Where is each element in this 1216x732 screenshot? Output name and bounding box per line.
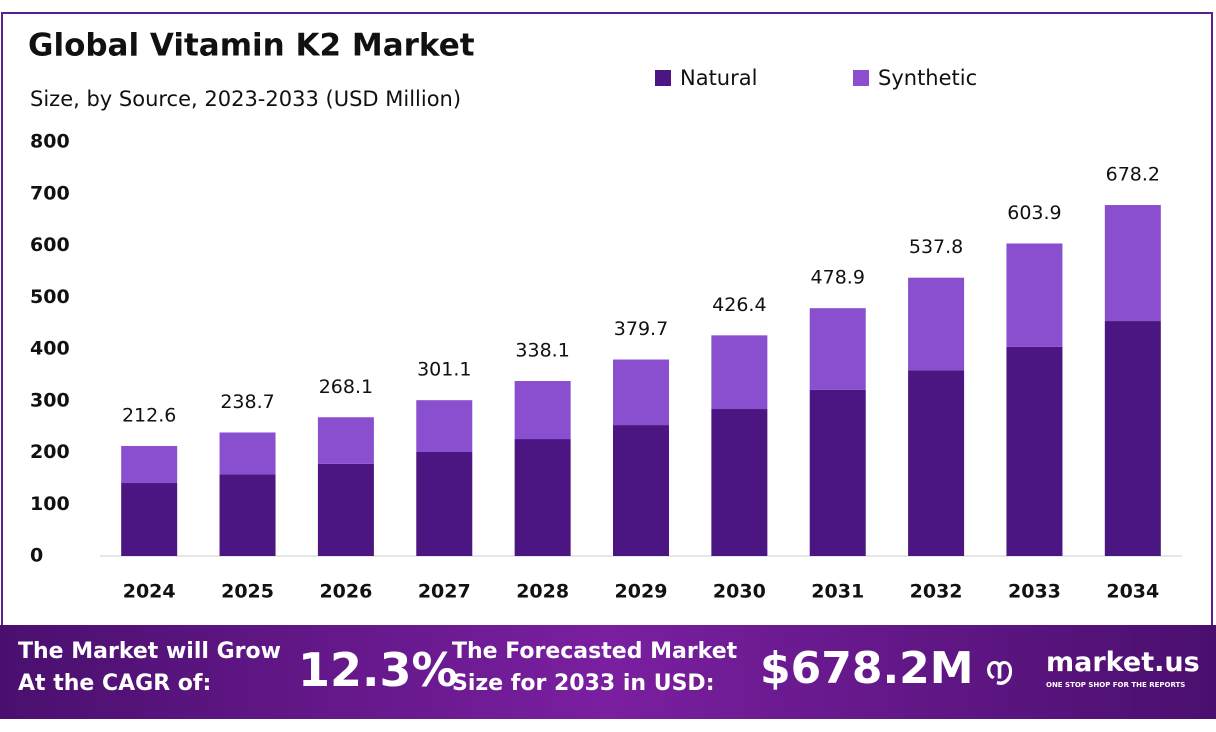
y-tick-label: 100 bbox=[30, 493, 70, 515]
legend-label: Synthetic bbox=[878, 66, 977, 90]
bar-segment bbox=[908, 370, 965, 556]
total-label: 268.1 bbox=[319, 376, 373, 398]
total-label: 537.8 bbox=[909, 236, 963, 258]
x-tick-label: 2029 bbox=[615, 581, 668, 603]
cagr-value: 12.3% bbox=[298, 643, 458, 697]
chart-subtitle: Size, by Source, 2023-2033 (USD Million) bbox=[30, 87, 461, 111]
bar-segment bbox=[219, 432, 276, 475]
x-tick-label: 2024 bbox=[123, 581, 176, 603]
bar-segment bbox=[1104, 321, 1161, 556]
y-tick-label: 200 bbox=[30, 441, 70, 463]
bar-segment bbox=[1006, 346, 1063, 556]
y-tick-label: 500 bbox=[30, 286, 70, 308]
banner: The Market will Grow At the CAGR of: 12.… bbox=[0, 625, 1216, 719]
brand: market.us bbox=[1046, 647, 1200, 678]
legend-swatch bbox=[655, 70, 671, 86]
y-tick-label: 700 bbox=[30, 182, 70, 204]
chart-title: Global Vitamin K2 Market bbox=[28, 28, 475, 64]
bar-segment bbox=[514, 439, 571, 556]
bar-segment bbox=[613, 359, 669, 426]
x-tick-label: 2030 bbox=[713, 581, 766, 603]
bar-segment bbox=[121, 483, 178, 556]
bar-segment bbox=[908, 277, 965, 371]
y-tick-label: 400 bbox=[30, 338, 70, 360]
x-tick-label: 2028 bbox=[516, 581, 569, 603]
x-tick-label: 2026 bbox=[319, 581, 372, 603]
bar-segment bbox=[613, 425, 669, 556]
bar-segment bbox=[1006, 243, 1063, 347]
bar-segment bbox=[711, 409, 768, 556]
logo-icon: ൱ bbox=[985, 651, 1012, 686]
y-tick-label: 300 bbox=[30, 389, 70, 411]
bar-segment bbox=[416, 400, 473, 452]
y-tick-label: 0 bbox=[30, 545, 43, 567]
x-tick-label: 2027 bbox=[418, 581, 471, 603]
x-tick-label: 2032 bbox=[910, 581, 963, 603]
legend-swatch bbox=[853, 70, 869, 86]
bar-segment bbox=[317, 463, 374, 556]
bar-segment bbox=[317, 417, 374, 464]
y-tick-label: 600 bbox=[30, 234, 70, 256]
bar-segment bbox=[809, 389, 866, 556]
bar-segment bbox=[514, 381, 571, 440]
total-label: 338.1 bbox=[515, 340, 569, 362]
total-label: 603.9 bbox=[1007, 202, 1061, 224]
bar-segment bbox=[416, 451, 473, 556]
cagr-text: The Market will Grow bbox=[18, 639, 281, 664]
total-label: 212.6 bbox=[122, 404, 176, 426]
total-label: 379.7 bbox=[614, 318, 668, 340]
x-tick-label: 2025 bbox=[221, 581, 274, 603]
x-tick-label: 2033 bbox=[1008, 581, 1061, 603]
x-tick-label: 2031 bbox=[811, 581, 864, 603]
cagr-text: At the CAGR of: bbox=[18, 671, 212, 696]
total-label: 238.7 bbox=[220, 391, 274, 413]
bar-segment bbox=[121, 445, 178, 484]
bar-segment bbox=[1104, 205, 1161, 322]
bar-segment bbox=[711, 335, 768, 410]
legend-label: Natural bbox=[680, 66, 757, 90]
chart: Global Vitamin K2 Market Size, by Source… bbox=[28, 28, 1182, 603]
forecast-text: Size for 2033 in USD: bbox=[452, 671, 715, 696]
x-tick-label: 2034 bbox=[1106, 581, 1159, 603]
bar-segment bbox=[809, 308, 866, 390]
forecast-text: The Forecasted Market bbox=[452, 639, 738, 664]
y-tick-label: 800 bbox=[30, 131, 70, 153]
forecast-value: $678.2M bbox=[760, 643, 974, 694]
total-label: 678.2 bbox=[1106, 164, 1160, 186]
total-label: 301.1 bbox=[417, 359, 471, 381]
tagline: ONE STOP SHOP FOR THE REPORTS bbox=[1046, 681, 1186, 689]
total-label: 478.9 bbox=[811, 267, 865, 289]
total-label: 426.4 bbox=[712, 294, 766, 316]
bar-segment bbox=[219, 474, 276, 556]
